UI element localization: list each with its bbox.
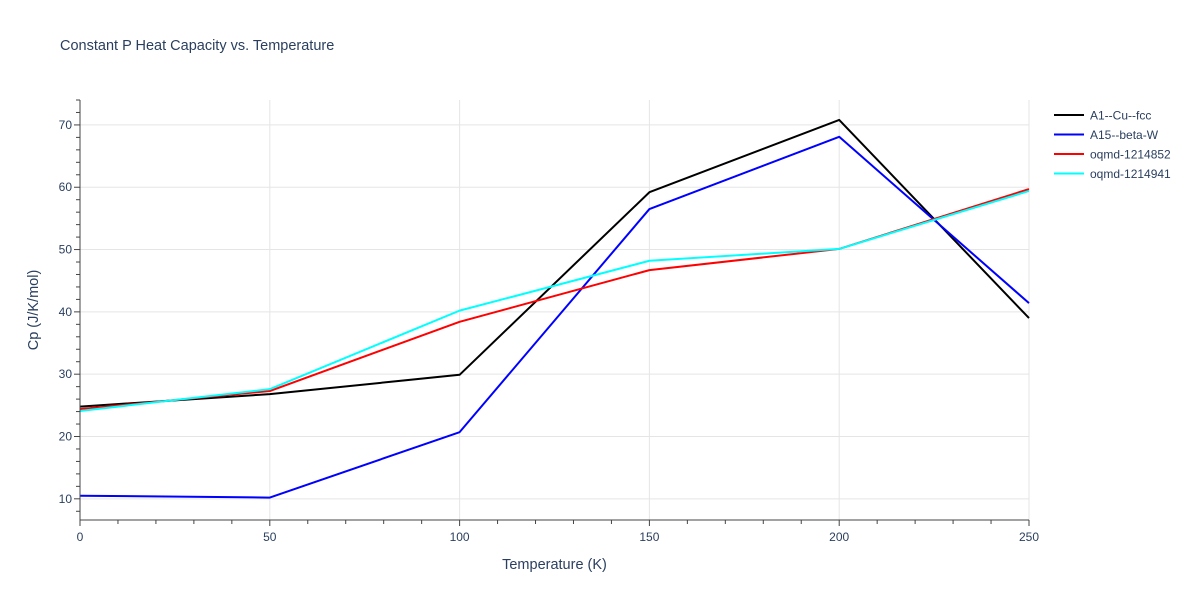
gridlines [80, 100, 1030, 520]
y-tick-label: 10 [59, 492, 73, 506]
y-tick-label: 50 [59, 243, 73, 257]
axes: 0 50 100 150 200 250 10 20 30 40 50 60 70 [59, 99, 1039, 544]
series-lines [79, 118, 1030, 499]
legend-item[interactable]: oqmd-1214852 [1054, 148, 1171, 162]
x-tick-label: 0 [77, 530, 84, 544]
y-tick-label: 40 [59, 305, 73, 319]
legend-item[interactable]: A1--Cu--fcc [1054, 109, 1151, 123]
chart-title: Constant P Heat Capacity vs. Temperature [60, 38, 334, 54]
x-tick-label: 100 [450, 530, 470, 544]
legend-item[interactable]: A15--beta-W [1054, 128, 1159, 142]
legend-label: A15--beta-W [1090, 128, 1159, 142]
y-axis-label: Cp (J/K/mol) [26, 270, 42, 351]
series-line-A15--beta-W [79, 135, 1030, 499]
x-tick-label: 50 [263, 530, 277, 544]
x-tick-label: 150 [639, 530, 659, 544]
y-tick-label: 30 [59, 367, 73, 381]
legend-label: oqmd-1214941 [1090, 167, 1171, 181]
y-tick-label: 70 [59, 118, 73, 132]
x-tick-label: 200 [829, 530, 849, 544]
legend[interactable]: A1--Cu--fcc A15--beta-W oqmd-1214852 oqmd-1… [1054, 109, 1171, 182]
x-tick-label: 250 [1019, 530, 1039, 544]
series-line-oqmd-1214852 [79, 188, 1030, 411]
series-line-A1--Cu--fcc [79, 118, 1030, 408]
y-tick-label: 60 [59, 180, 73, 194]
series-line-oqmd-1214941 [79, 190, 1030, 412]
legend-label: oqmd-1214852 [1090, 148, 1171, 162]
y-tick-label: 20 [59, 429, 73, 443]
legend-label: A1--Cu--fcc [1090, 109, 1151, 123]
x-axis-label: Temperature (K) [502, 557, 607, 573]
legend-item[interactable]: oqmd-1214941 [1054, 167, 1171, 181]
